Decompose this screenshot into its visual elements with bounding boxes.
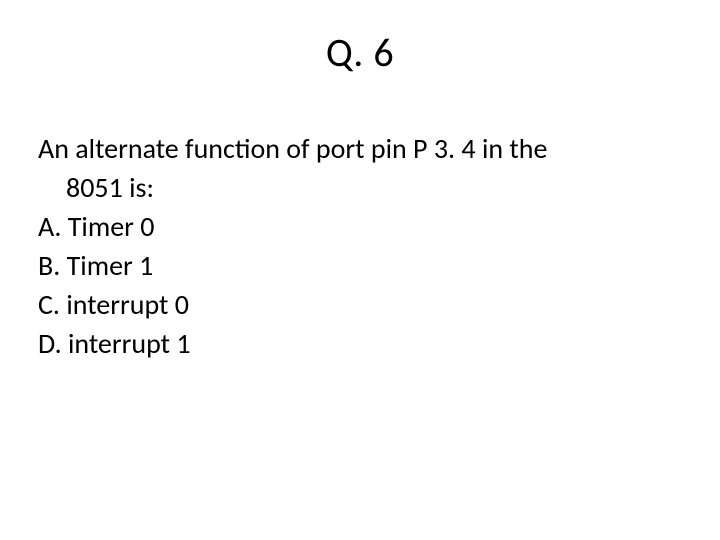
option-c: C. interrupt 0 (38, 287, 682, 322)
option-a: A. Timer 0 (38, 209, 682, 244)
question-text-line2: 8051 is: (38, 170, 682, 205)
slide: Q. 6 An alternate function of port pin P… (0, 0, 720, 540)
question-number-title: Q. 6 (38, 28, 682, 77)
option-b: B. Timer 1 (38, 248, 682, 283)
option-d: D. interrupt 1 (38, 326, 682, 361)
question-body: An alternate function of port pin P 3. 4… (38, 131, 682, 361)
question-text-line1: An alternate function of port pin P 3. 4… (38, 131, 682, 166)
